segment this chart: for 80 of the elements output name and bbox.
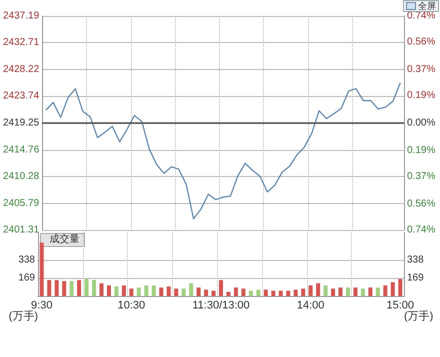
bar	[159, 288, 164, 296]
y2-tick-label: 0.56%	[407, 198, 436, 210]
bar	[226, 292, 230, 296]
bar	[234, 288, 238, 296]
bar	[241, 288, 246, 296]
bar	[182, 288, 186, 296]
bar	[62, 281, 66, 296]
line-series	[45, 82, 401, 220]
bar	[144, 285, 148, 296]
bar	[122, 285, 126, 296]
y2-tick-label: 0.19%	[407, 144, 436, 156]
x-tick-label: 10:30	[118, 300, 146, 312]
annotation: 成交量	[50, 233, 80, 245]
bar	[99, 283, 104, 296]
x-tick-label: 9:30	[31, 300, 52, 312]
y2-tick-label: 0.37%	[407, 64, 436, 75]
bar	[54, 280, 59, 296]
y-tick-label: 338	[18, 254, 36, 266]
y2-tick-label: 0.00%	[407, 118, 436, 128]
y2-tick-label: 0.37%	[407, 171, 436, 182]
y-tick-label: 2428.22	[2, 64, 40, 75]
bar	[166, 286, 171, 296]
y2-axis-title: (万手)	[404, 310, 434, 322]
bar	[92, 280, 96, 296]
y-tick-label: 2405.79	[2, 198, 40, 209]
x-tick-label: 11:30/13:00	[192, 300, 250, 312]
x-tick-label: 14:00	[296, 300, 324, 312]
y2-tick-label: 338	[407, 254, 424, 266]
bar	[40, 242, 44, 296]
y2-tick-label: 169	[407, 272, 424, 284]
bar	[294, 290, 298, 296]
y2-tick-label: 0.56%	[407, 36, 436, 48]
bar	[383, 285, 388, 296]
bar	[129, 288, 134, 296]
y-tick-label: 2432.71	[2, 37, 40, 48]
y-tick-label: 2414.76	[2, 144, 40, 156]
bar	[174, 288, 178, 296]
y-tick-label: 169	[18, 272, 36, 284]
bar	[196, 288, 201, 296]
y-tick-label: 2423.74	[2, 90, 40, 102]
y-tick-label: 2437.19	[2, 10, 40, 22]
bar	[106, 285, 111, 296]
bar	[189, 283, 194, 296]
bar	[212, 290, 216, 296]
bar	[84, 279, 89, 296]
bar	[316, 283, 320, 296]
bar	[256, 290, 260, 296]
bar	[353, 288, 358, 296]
text: 全屏	[418, 1, 436, 11]
y2-tick-label: 0.19%	[407, 90, 436, 102]
bar	[204, 290, 208, 296]
bar	[77, 280, 82, 296]
bar	[398, 279, 402, 296]
y-tick-label: 2410.28	[2, 171, 40, 182]
bar	[376, 288, 380, 296]
bar	[368, 288, 372, 296]
bar	[219, 280, 223, 296]
bar	[47, 280, 52, 296]
y-tick-label: 2401.31	[2, 224, 40, 236]
bar	[308, 285, 313, 296]
y-tick-label: 2419.25	[2, 118, 40, 128]
bar	[264, 290, 268, 296]
x-tick-label: 15:00	[386, 300, 414, 312]
bar	[248, 290, 253, 296]
bar	[152, 285, 156, 296]
bar	[390, 282, 395, 296]
bar	[114, 286, 118, 296]
bar	[136, 288, 141, 296]
y2-tick-label: 0.74%	[407, 224, 436, 236]
bar	[301, 288, 306, 296]
bar	[70, 281, 74, 296]
bar	[271, 290, 276, 296]
bar	[346, 288, 350, 296]
bar	[278, 290, 283, 296]
bar	[360, 288, 365, 296]
bar	[324, 285, 328, 296]
bar	[338, 288, 343, 296]
bar	[286, 290, 290, 296]
y-axis-title: (万手)	[8, 310, 38, 322]
bar	[331, 288, 336, 296]
